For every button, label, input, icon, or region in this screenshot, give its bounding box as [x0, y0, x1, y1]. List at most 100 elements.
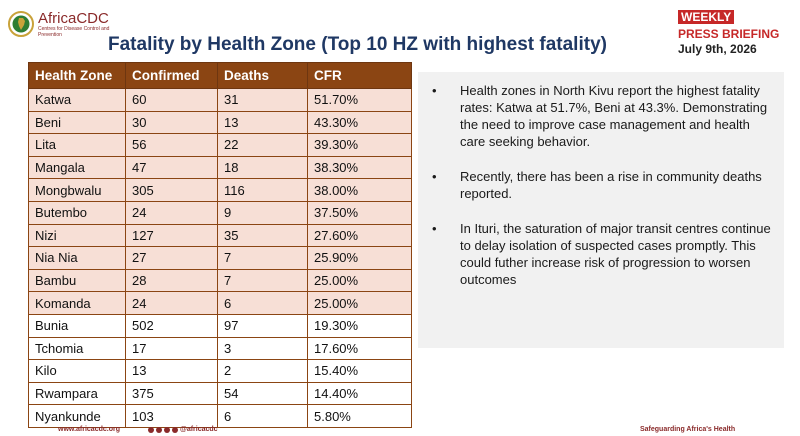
table-cell: 28: [125, 268, 218, 293]
social-icon: [148, 426, 154, 433]
table-cell: 6: [217, 404, 308, 428]
table-cell: 22: [217, 133, 308, 157]
table-cell: 27.60%: [307, 223, 412, 248]
table-cell: 60: [125, 88, 218, 112]
fatality-table-container: Health Zone Confirmed Deaths CFR Katwa 60…: [28, 62, 412, 428]
table-row: Bunia 502 97 19.30%: [28, 313, 412, 338]
table-cell: 7: [217, 246, 308, 270]
logo-name: AfricaCDC: [38, 10, 109, 27]
table-cell: Lita: [28, 133, 126, 157]
fatality-table: Health Zone Confirmed Deaths CFR Katwa 60…: [28, 62, 412, 428]
table-cell: 2: [217, 359, 308, 383]
table-row: Lita 56 22 39.30%: [28, 133, 412, 157]
table-cell: Tchomia: [28, 336, 126, 361]
africa-emblem-icon: [8, 11, 34, 37]
table-row: Nia Nia 27 7 25.90%: [28, 246, 412, 270]
footer-tagline: Safeguarding Africa's Health: [640, 426, 736, 433]
table-cell: 375: [125, 381, 218, 406]
table-row: Komanda 24 6 25.00%: [28, 291, 412, 315]
table-cell: 25.90%: [307, 246, 412, 270]
table-cell: 15.40%: [307, 359, 412, 383]
table-cell: 18: [217, 155, 308, 180]
table-cell: 305: [125, 178, 218, 202]
table-cell: 24: [125, 200, 218, 225]
footer-social-handle: @africacdc: [180, 426, 218, 433]
table-cell: 38.30%: [307, 155, 412, 180]
table-header-row: Health Zone Confirmed Deaths CFR: [28, 62, 412, 89]
table-row: Mangala 47 18 38.30%: [28, 155, 412, 180]
column-header: Confirmed: [125, 62, 218, 89]
table-row: Tchomia 17 3 17.60%: [28, 336, 412, 361]
table-cell: Komanda: [28, 291, 126, 315]
bullet-icon: •: [432, 221, 437, 236]
table-cell: 127: [125, 223, 218, 248]
bullet-icon: •: [432, 169, 437, 184]
table-cell: 97: [217, 313, 308, 338]
table-row: Beni 30 13 43.30%: [28, 110, 412, 135]
table-cell: 30: [125, 110, 218, 135]
logo-subtitle: Centres for Disease Control and Preventi…: [38, 26, 110, 38]
note-item: • Recently, there has been a rise in com…: [428, 168, 774, 202]
table-cell: 9: [217, 200, 308, 225]
table-cell: Nizi: [28, 223, 126, 248]
table-cell: 43.30%: [307, 110, 412, 135]
table-cell: 39.30%: [307, 133, 412, 157]
footer-social: @africacdc: [148, 426, 218, 433]
table-cell: 17: [125, 336, 218, 361]
table-cell: 116: [217, 178, 308, 202]
table-cell: Butembo: [28, 200, 126, 225]
table-cell: Bambu: [28, 268, 126, 293]
table-cell: 19.30%: [307, 313, 412, 338]
table-cell: Bunia: [28, 313, 126, 338]
column-header: Health Zone: [28, 62, 126, 89]
table-row: Nizi 127 35 27.60%: [28, 223, 412, 248]
column-header: CFR: [307, 62, 412, 89]
table-cell: 51.70%: [307, 88, 412, 112]
table-cell: 54: [217, 381, 308, 406]
table-row: Katwa 60 31 51.70%: [28, 88, 412, 112]
slide-title: Fatality by Health Zone (Top 10 HZ with …: [108, 34, 607, 55]
table-cell: 27: [125, 246, 218, 270]
table-cell: Nia Nia: [28, 246, 126, 270]
table-cell: Kilo: [28, 359, 126, 383]
table-cell: 37.50%: [307, 200, 412, 225]
press-briefing-badge: WEEKLY PRESS BRIEFING July 9th, 2026: [678, 8, 794, 56]
table-cell: 6: [217, 291, 308, 315]
note-text: In Ituri, the saturation of major transi…: [460, 221, 771, 287]
table-cell: Katwa: [28, 88, 126, 112]
briefing-date: July 9th, 2026: [678, 42, 757, 56]
table-cell: Mangala: [28, 155, 126, 180]
column-header: Deaths: [217, 62, 308, 89]
table-cell: 17.60%: [307, 336, 412, 361]
table-cell: Rwampara: [28, 381, 126, 406]
table-cell: 56: [125, 133, 218, 157]
table-cell: 47: [125, 155, 218, 180]
table-cell: 103: [125, 404, 218, 428]
table-cell: 25.00%: [307, 291, 412, 315]
table-cell: 35: [217, 223, 308, 248]
table-cell: Mongbwalu: [28, 178, 126, 202]
note-item: • In Ituri, the saturation of major tran…: [428, 220, 774, 288]
press-briefing-label: PRESS BRIEFING: [678, 27, 780, 41]
notes-panel: • Health zones in North Kivu report the …: [418, 72, 784, 348]
table-row: Kilo 13 2 15.40%: [28, 359, 412, 383]
social-icon: [164, 426, 170, 433]
table-row: Mongbwalu 305 116 38.00%: [28, 178, 412, 202]
note-text: Recently, there has been a rise in commu…: [460, 169, 762, 201]
table-row: Bambu 28 7 25.00%: [28, 268, 412, 293]
table-cell: 5.80%: [307, 404, 412, 428]
table-cell: 38.00%: [307, 178, 412, 202]
table-cell: 25.00%: [307, 268, 412, 293]
weekly-label: WEEKLY: [678, 10, 735, 24]
social-icon: [156, 426, 162, 433]
table-cell: 7: [217, 268, 308, 293]
note-item: • Health zones in North Kivu report the …: [428, 82, 774, 150]
table-cell: 14.40%: [307, 381, 412, 406]
table-row: Rwampara 375 54 14.40%: [28, 381, 412, 406]
note-text: Health zones in North Kivu report the hi…: [460, 83, 768, 149]
table-cell: 13: [125, 359, 218, 383]
table-cell: 24: [125, 291, 218, 315]
table-cell: 13: [217, 110, 308, 135]
table-cell: 502: [125, 313, 218, 338]
table-cell: 31: [217, 88, 308, 112]
